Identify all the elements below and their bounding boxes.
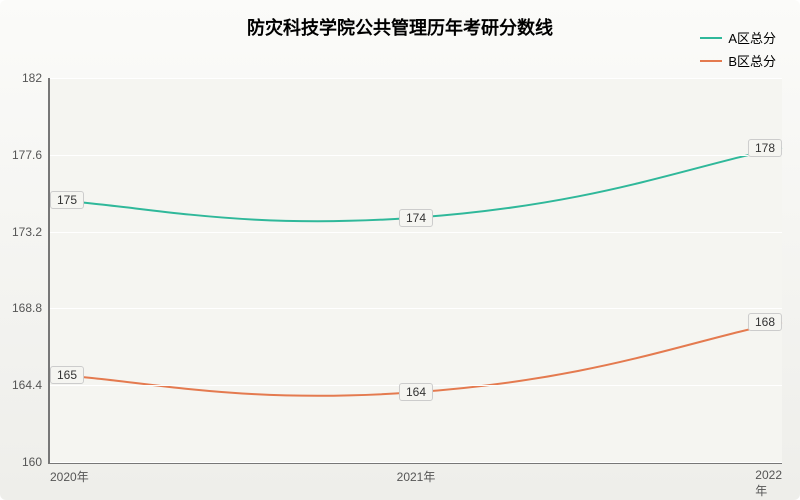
- legend-label-b: B区总分: [728, 51, 776, 70]
- x-tick-label: 2021年: [397, 462, 436, 485]
- data-label: 174: [399, 209, 433, 227]
- legend-item-a: A区总分: [700, 28, 776, 47]
- data-label: 164: [399, 383, 433, 401]
- data-label: 175: [50, 191, 84, 209]
- y-tick-label: 177.6: [12, 148, 50, 162]
- plot-area: 160164.4168.8173.2177.61822020年2021年2022…: [48, 78, 782, 464]
- grid-line: [50, 232, 782, 233]
- legend-swatch-b: [700, 60, 722, 62]
- chart-lines: [50, 78, 782, 462]
- data-label: 168: [748, 313, 782, 331]
- legend-swatch-a: [700, 37, 722, 39]
- grid-line: [50, 308, 782, 309]
- legend-item-b: B区总分: [700, 51, 776, 70]
- legend-label-a: A区总分: [728, 28, 776, 47]
- x-tick-label: 2020年: [50, 462, 89, 485]
- x-tick-label: 2022年: [755, 462, 782, 499]
- grid-line: [50, 155, 782, 156]
- y-tick-label: 160: [22, 455, 50, 469]
- grid-line: [50, 78, 782, 79]
- chart-title: 防灾科技学院公共管理历年考研分数线: [247, 14, 553, 40]
- data-label: 178: [748, 139, 782, 157]
- y-tick-label: 168.8: [12, 301, 50, 315]
- legend: A区总分 B区总分: [700, 28, 776, 74]
- chart-container: 防灾科技学院公共管理历年考研分数线 A区总分 B区总分 160164.4168.…: [0, 0, 800, 500]
- y-tick-label: 173.2: [12, 225, 50, 239]
- y-tick-label: 164.4: [12, 378, 50, 392]
- y-tick-label: 182: [22, 71, 50, 85]
- data-label: 165: [50, 366, 84, 384]
